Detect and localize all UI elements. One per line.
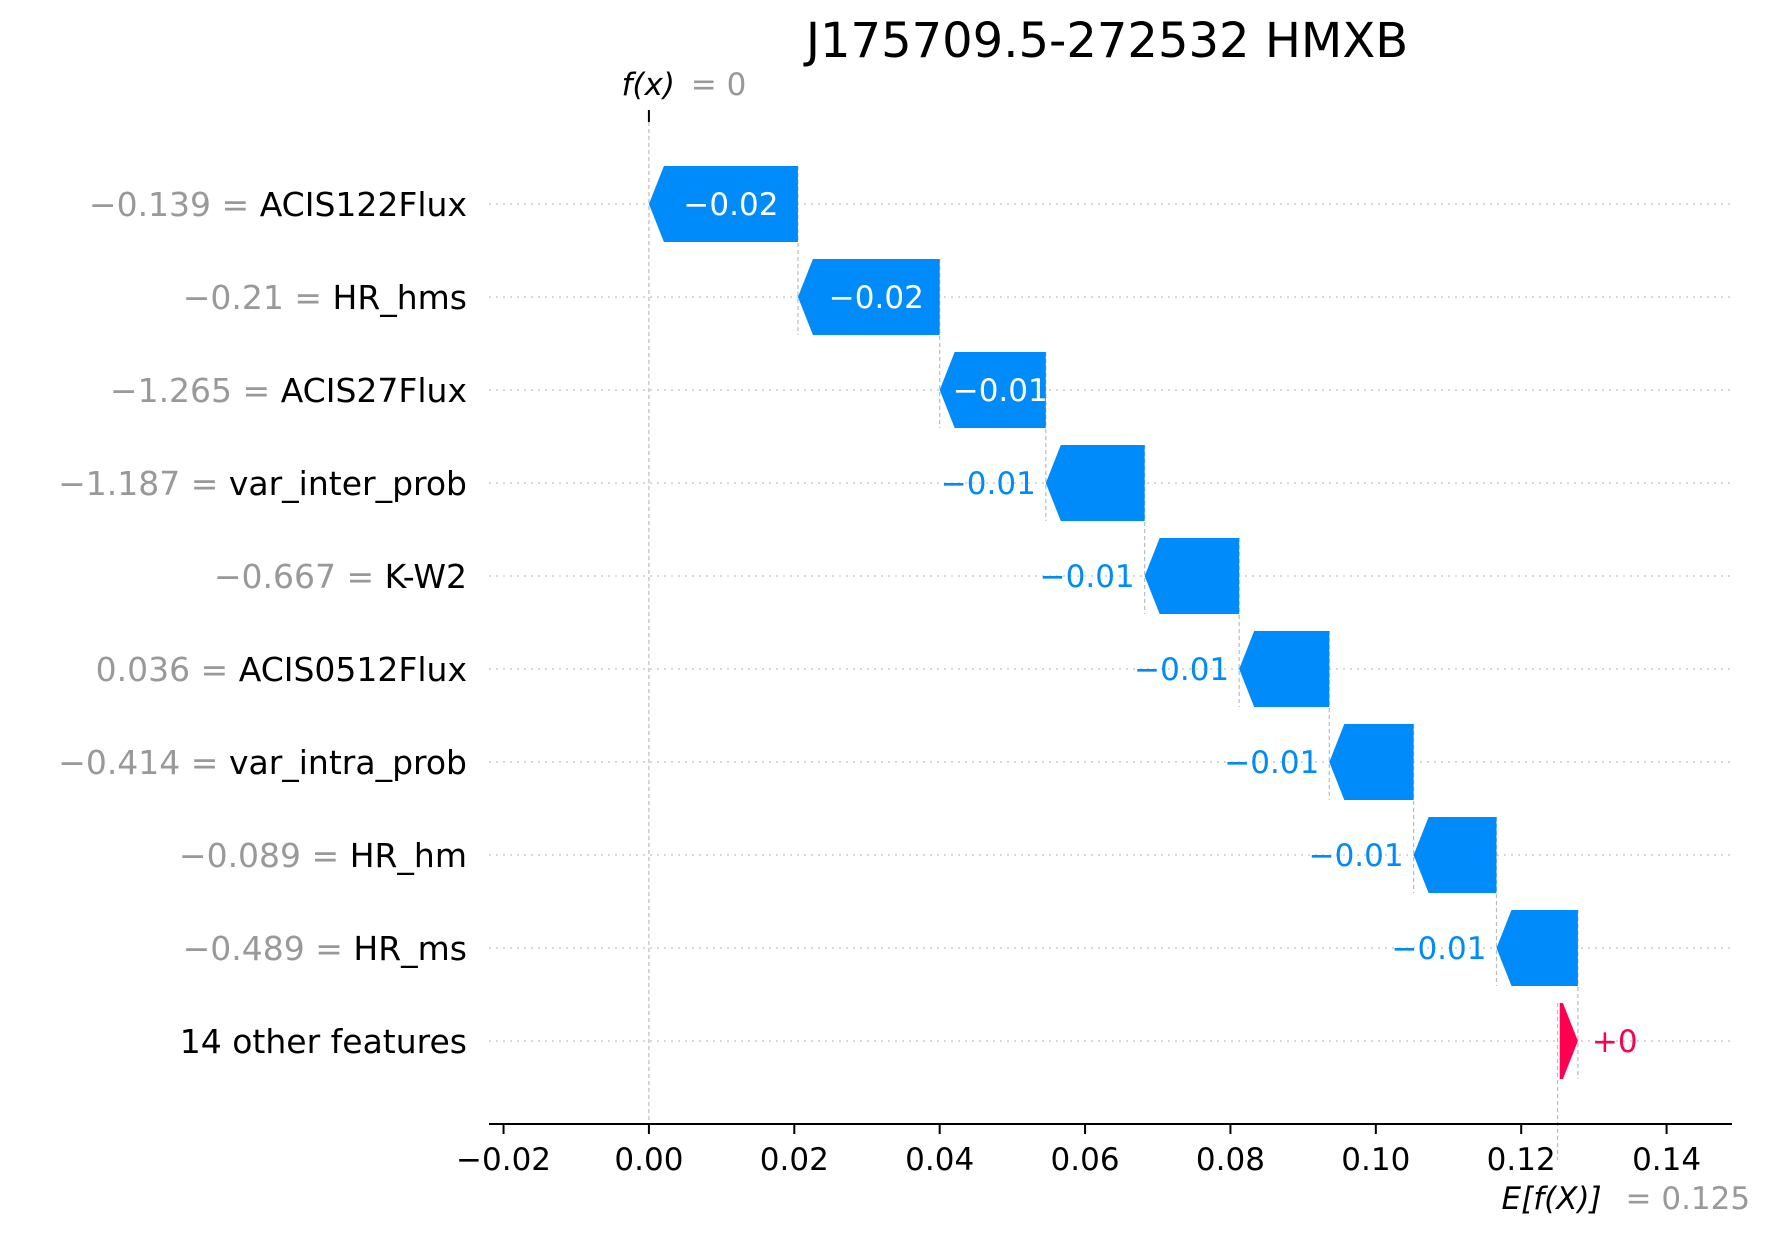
feature-value: −1.187 = xyxy=(58,464,229,503)
feature-value: −0.089 = xyxy=(179,836,350,875)
bar-value-label: −0.01 xyxy=(1134,652,1229,688)
x-tick-label: 0.12 xyxy=(1487,1142,1556,1178)
feature-labels: −0.139 = ACIS122Flux −0.21 = HR_hms −1.265… xyxy=(58,185,467,1061)
fx-label: f(x) = 0 xyxy=(621,67,746,103)
feature-name: var_intra_prob xyxy=(229,743,467,782)
feature-value: −0.414 = xyxy=(58,743,229,782)
bar-7 xyxy=(1329,724,1414,800)
chart-title: J175709.5-272532 HMXB xyxy=(803,13,1408,69)
bar-value-label: −0.01 xyxy=(1040,559,1135,595)
feature-label: −0.139 = ACIS122Flux xyxy=(89,185,467,224)
efx-annotation: E[f(X)] = 0.125 xyxy=(1502,1181,1751,1217)
bar-value-label: −0.01 xyxy=(1224,745,1319,781)
x-tick-label: 0.00 xyxy=(614,1142,683,1178)
bar-1 xyxy=(648,166,798,242)
fx-name: f(x) xyxy=(621,67,674,103)
x-tick-label: 0.08 xyxy=(1196,1142,1265,1178)
connector-lines xyxy=(648,122,1579,1160)
feature-value: −0.667 = xyxy=(214,557,385,596)
feature-name: K-W2 xyxy=(385,557,467,596)
feature-name: ACIS0512Flux xyxy=(239,650,467,689)
bars: −0.02 −0.02 −0.01 −0.01 −0.01 −0.01 −0.01 −0.01… xyxy=(648,166,1638,1079)
x-tick-label: 0.14 xyxy=(1632,1142,1701,1178)
bar-3 xyxy=(939,352,1046,428)
efx-name: E[f(X)] xyxy=(1502,1181,1602,1217)
bar-value-label: −0.01 xyxy=(1391,931,1486,967)
feature-value: −0.489 = xyxy=(183,929,354,968)
feature-label: −1.187 = var_inter_prob xyxy=(58,464,467,503)
feature-name: var_inter_prob xyxy=(229,464,467,503)
bar-4 xyxy=(1045,445,1145,521)
feature-label: −0.089 = HR_hm xyxy=(179,836,467,875)
x-tick-label: 0.02 xyxy=(760,1142,829,1178)
x-tick-label: 0.06 xyxy=(1051,1142,1120,1178)
efx-value: = 0.125 xyxy=(1626,1181,1751,1217)
bar-8 xyxy=(1413,817,1497,893)
fx-annotation: f(x) = 0 xyxy=(621,67,746,122)
x-axis: −0.02 0.00 0.02 0.04 0.06 0.08 0.10 0.12 0.14 xyxy=(456,1123,1732,1178)
x-tick-label: −0.02 xyxy=(456,1142,551,1178)
feature-name: HR_hms xyxy=(333,278,468,317)
x-ticks: −0.02 0.00 0.02 0.04 0.06 0.08 0.10 0.12 0.14 xyxy=(456,1124,1701,1178)
feature-label: −1.265 = ACIS27Flux xyxy=(110,371,467,410)
feature-name: ACIS27Flux xyxy=(281,371,467,410)
x-tick-label: 0.10 xyxy=(1341,1142,1410,1178)
bar-2 xyxy=(797,259,940,335)
bar-value-label: −0.01 xyxy=(1309,838,1404,874)
feature-value: 0.036 = xyxy=(96,650,239,689)
bar-value-label: −0.02 xyxy=(829,280,924,316)
bar-value-label: +0 xyxy=(1592,1024,1638,1060)
bar-9 xyxy=(1496,910,1578,986)
bar-value-label: −0.01 xyxy=(941,466,1036,502)
feature-label: −0.667 = K-W2 xyxy=(214,557,467,596)
bar-5 xyxy=(1144,538,1240,614)
feature-label: −0.414 = var_intra_prob xyxy=(58,743,467,782)
feature-value: −0.21 = xyxy=(183,278,333,317)
feature-label: −0.21 = HR_hms xyxy=(183,278,467,317)
bar-value-label: −0.02 xyxy=(683,187,778,223)
feature-label: −0.489 = HR_ms xyxy=(183,929,467,968)
feature-label: 0.036 = ACIS0512Flux xyxy=(96,650,467,689)
feature-label: 14 other features xyxy=(180,1022,467,1061)
feature-name: HR_hm xyxy=(350,836,467,875)
feature-name: ACIS122Flux xyxy=(260,185,467,224)
bar-value-label: −0.01 xyxy=(953,373,1048,409)
bar-10 xyxy=(1559,1003,1578,1079)
feature-name: HR_ms xyxy=(353,929,467,968)
fx-value: = 0 xyxy=(691,67,747,103)
feature-name: 14 other features xyxy=(180,1022,467,1061)
bar-6 xyxy=(1239,631,1330,707)
x-tick-label: 0.04 xyxy=(905,1142,974,1178)
efx-label: E[f(X)] = 0.125 xyxy=(1502,1181,1751,1217)
feature-value: −1.265 = xyxy=(110,371,281,410)
feature-value: −0.139 = xyxy=(89,185,260,224)
